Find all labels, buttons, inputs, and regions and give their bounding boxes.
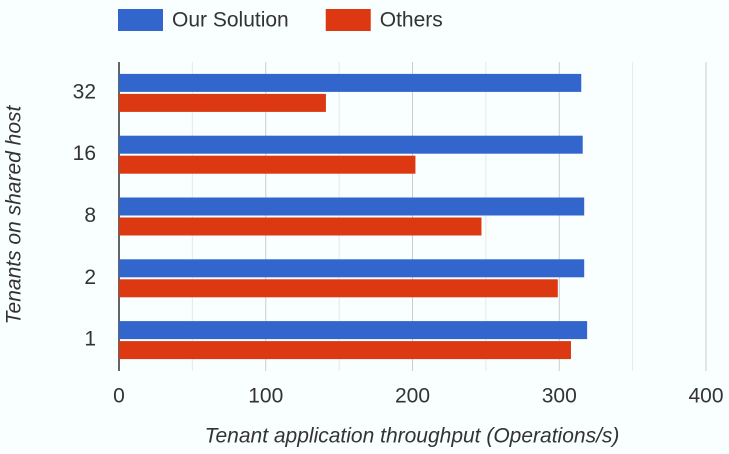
x-tick-label: 300 bbox=[542, 385, 577, 408]
bar bbox=[119, 73, 582, 92]
x-tick-label: 0 bbox=[113, 385, 125, 408]
x-tick-label: 200 bbox=[395, 385, 430, 408]
y-tick-label: 1 bbox=[84, 328, 96, 351]
y-tick-label: 16 bbox=[73, 142, 96, 165]
bar bbox=[119, 135, 583, 154]
bar bbox=[119, 155, 416, 174]
y-tick-label: 32 bbox=[73, 80, 96, 103]
x-axis-label: Tenant application throughput (Operation… bbox=[205, 425, 620, 448]
legend-swatch bbox=[118, 9, 163, 31]
bar bbox=[119, 93, 326, 112]
bar bbox=[119, 217, 482, 236]
bar bbox=[119, 321, 588, 340]
legend-swatch bbox=[325, 9, 371, 31]
legend-label: Others bbox=[380, 9, 443, 32]
bar bbox=[119, 259, 585, 278]
bar bbox=[119, 341, 571, 360]
y-axis-label: Tenants on shared host bbox=[3, 104, 26, 324]
y-tick-label: 2 bbox=[84, 266, 96, 289]
bar bbox=[119, 279, 558, 298]
x-tick-label: 100 bbox=[248, 385, 283, 408]
y-tick-label: 8 bbox=[84, 204, 96, 227]
legend-label: Our Solution bbox=[172, 9, 289, 32]
x-tick-label: 400 bbox=[688, 385, 723, 408]
bar bbox=[119, 197, 585, 216]
